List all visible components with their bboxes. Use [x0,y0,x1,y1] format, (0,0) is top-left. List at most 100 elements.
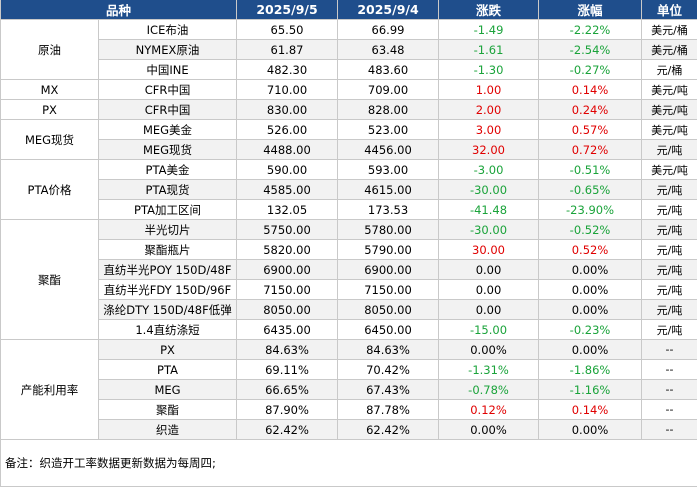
value-date1: 4488.00 [237,140,338,160]
unit-value: 元/吨 [642,140,697,160]
table-row: MX CFR中国 710.00 709.00 1.00 0.14% 美元/吨 [1,80,697,100]
value-date2: 523.00 [338,120,439,140]
header-date2: 2025/9/4 [338,0,439,20]
category-cell: MEG现货 [1,120,99,160]
change-value: 0.00 [439,300,539,320]
unit-value: -- [642,400,697,420]
unit-value: 美元/桶 [642,40,697,60]
unit-value: 元/桶 [642,60,697,80]
item-name: 1.4直纺涤短 [99,320,237,340]
header-row: 品种 2025/9/5 2025/9/4 涨跌 涨幅 单位 [1,0,697,20]
pct-value: 0.24% [539,100,642,120]
value-date1: 87.90% [237,400,338,420]
item-name: NYMEX原油 [99,40,237,60]
value-date2: 593.00 [338,160,439,180]
table-row: 聚酯 87.90% 87.78% 0.12% 0.14% -- [1,400,697,420]
item-name: MEG现货 [99,140,237,160]
table-row: 直纺半光POY 150D/48F 6900.00 6900.00 0.00 0.… [1,260,697,280]
change-value: 1.00 [439,80,539,100]
unit-value: 美元/吨 [642,80,697,100]
pct-value: 0.00% [539,420,642,440]
change-value: 32.00 [439,140,539,160]
value-date1: 482.30 [237,60,338,80]
item-name: MEG美金 [99,120,237,140]
table-row: PTA现货 4585.00 4615.00 -30.00 -0.65% 元/吨 [1,180,697,200]
category-cell: PX [1,100,99,120]
category-cell: 原油 [1,20,99,80]
table-row: 原油 ICE布油 65.50 66.99 -1.49 -2.22% 美元/桶 [1,20,697,40]
item-name: 直纺半光POY 150D/48F [99,260,237,280]
value-date2: 5790.00 [338,240,439,260]
value-date2: 84.63% [338,340,439,360]
table-row: PX CFR中国 830.00 828.00 2.00 0.24% 美元/吨 [1,100,697,120]
change-value: 3.00 [439,120,539,140]
header-date1: 2025/9/5 [237,0,338,20]
unit-value: 元/吨 [642,180,697,200]
change-value: -1.30 [439,60,539,80]
value-date1: 69.11% [237,360,338,380]
item-name: PX [99,340,237,360]
value-date2: 483.60 [338,60,439,80]
value-date2: 4615.00 [338,180,439,200]
value-date1: 6900.00 [237,260,338,280]
pct-value: 0.57% [539,120,642,140]
value-date2: 828.00 [338,100,439,120]
note-text: 备注：织造开工率数据更新数据为每周四; [1,440,697,487]
item-name: 直纺半光FDY 150D/96F [99,280,237,300]
value-date2: 67.43% [338,380,439,400]
item-name: PTA现货 [99,180,237,200]
pct-value: 0.72% [539,140,642,160]
value-date1: 7150.00 [237,280,338,300]
value-date1: 62.42% [237,420,338,440]
change-value: 0.00% [439,420,539,440]
header-change: 涨跌 [439,0,539,20]
item-name: MEG [99,380,237,400]
unit-value: 美元/吨 [642,120,697,140]
header-pct: 涨幅 [539,0,642,20]
note-row: 备注：织造开工率数据更新数据为每周四; [1,440,697,487]
unit-value: 元/吨 [642,300,697,320]
unit-value: -- [642,380,697,400]
change-value: 0.12% [439,400,539,420]
pct-value: -0.27% [539,60,642,80]
unit-value: 元/吨 [642,320,697,340]
table-row: PTA价格 PTA美金 590.00 593.00 -3.00 -0.51% 美… [1,160,697,180]
pct-value: 0.14% [539,400,642,420]
value-date1: 4585.00 [237,180,338,200]
value-date2: 6900.00 [338,260,439,280]
value-date1: 84.63% [237,340,338,360]
change-value: 0.00 [439,260,539,280]
value-date2: 7150.00 [338,280,439,300]
table-row: 中国INE 482.30 483.60 -1.30 -0.27% 元/桶 [1,60,697,80]
pct-value: -0.51% [539,160,642,180]
header-category: 品种 [1,0,237,20]
value-date1: 66.65% [237,380,338,400]
table-row: MEG 66.65% 67.43% -0.78% -1.16% -- [1,380,697,400]
value-date1: 6435.00 [237,320,338,340]
unit-value: 元/吨 [642,260,697,280]
item-name: 涤纶DTY 150D/48F低弹 [99,300,237,320]
change-value: -30.00 [439,180,539,200]
unit-value: 美元/吨 [642,160,697,180]
category-cell: MX [1,80,99,100]
unit-value: 元/吨 [642,220,697,240]
table-row: PTA 69.11% 70.42% -1.31% -1.86% -- [1,360,697,380]
table-row: 1.4直纺涤短 6435.00 6450.00 -15.00 -0.23% 元/… [1,320,697,340]
item-name: PTA加工区间 [99,200,237,220]
category-cell: 聚酯 [1,220,99,340]
unit-value: -- [642,420,697,440]
change-value: 0.00 [439,280,539,300]
pct-value: -0.52% [539,220,642,240]
table-row: 直纺半光FDY 150D/96F 7150.00 7150.00 0.00 0.… [1,280,697,300]
change-value: -3.00 [439,160,539,180]
change-value: -1.61 [439,40,539,60]
value-date1: 526.00 [237,120,338,140]
table-row: 聚酯瓶片 5820.00 5790.00 30.00 0.52% 元/吨 [1,240,697,260]
value-date2: 87.78% [338,400,439,420]
change-value: -30.00 [439,220,539,240]
value-date1: 132.05 [237,200,338,220]
value-date1: 65.50 [237,20,338,40]
item-name: 聚酯瓶片 [99,240,237,260]
table-row: NYMEX原油 61.87 63.48 -1.61 -2.54% 美元/桶 [1,40,697,60]
